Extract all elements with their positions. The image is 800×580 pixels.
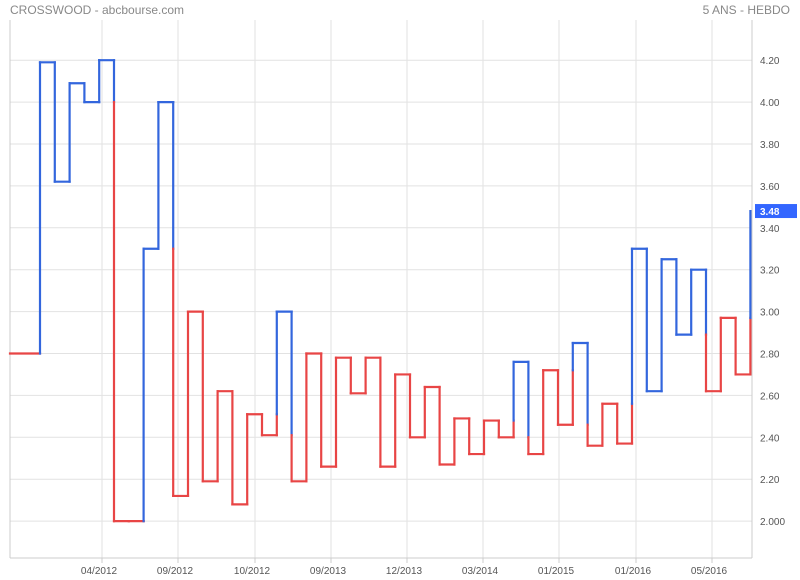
x-tick-label: 10/2012 bbox=[234, 566, 271, 577]
x-tick-label: 05/2016 bbox=[691, 566, 728, 577]
x-tick-label: 01/2016 bbox=[615, 566, 652, 577]
y-tick-label: 2.60 bbox=[760, 391, 780, 402]
y-tick-label: 3.00 bbox=[760, 308, 780, 319]
y-tick-label: 4.00 bbox=[760, 98, 780, 109]
y-tick-label: 4.20 bbox=[760, 56, 780, 67]
last-value-label: 3.48 bbox=[760, 207, 780, 218]
y-tick-label: 2.40 bbox=[760, 433, 780, 444]
y-tick-label: 3.60 bbox=[760, 182, 780, 193]
x-tick-label: 03/2014 bbox=[462, 566, 499, 577]
x-tick-label: 09/2012 bbox=[157, 566, 194, 577]
x-tick-label: 09/2013 bbox=[310, 566, 347, 577]
y-axis-ticks: 2.000 2.20 2.40 2.60 2.80 3.00 3.20 3.40 3.60 3.8… bbox=[760, 56, 785, 528]
chart-period-label: 5 ANS - HEBDO bbox=[702, 3, 790, 17]
chart-title: CROSSWOOD - abcbourse.com bbox=[10, 3, 185, 17]
y-tick-label: 3.80 bbox=[760, 140, 780, 151]
last-value-badge: 3.48 bbox=[755, 204, 797, 219]
x-axis-ticks: 04/2012 09/2012 10/2012 09/2013 12/2013 03/20… bbox=[81, 566, 728, 577]
y-tick-label: 3.40 bbox=[760, 224, 780, 235]
chart-grid bbox=[10, 20, 752, 558]
y-tick-label: 3.20 bbox=[760, 266, 780, 277]
y-tick-label: 2.80 bbox=[760, 350, 780, 361]
last-value-badge-bg bbox=[755, 204, 797, 219]
x-tick-label: 04/2012 bbox=[81, 566, 118, 577]
y-tick-label: 2.20 bbox=[760, 475, 780, 486]
kagi-series bbox=[8, 59, 752, 523]
x-tick-label: 12/2013 bbox=[386, 566, 423, 577]
x-tick-label: 01/2015 bbox=[538, 566, 575, 577]
chart-axes bbox=[9, 20, 753, 563]
y-tick-label: 2.000 bbox=[760, 517, 785, 528]
